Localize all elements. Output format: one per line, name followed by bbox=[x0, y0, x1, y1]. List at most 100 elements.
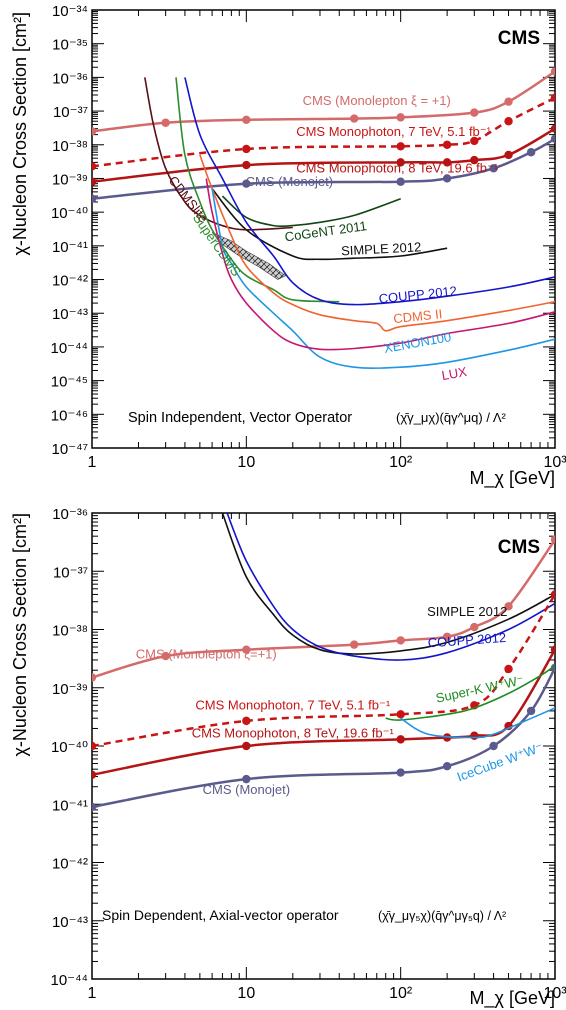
curve-label: CMS Monophoton, 8 TeV, 19.6 fb⁻¹ bbox=[192, 725, 395, 740]
y-axis-label: χ-Nucleon Cross Section [cm²] bbox=[10, 513, 30, 757]
y-tick-label: 10⁻³⁷ bbox=[53, 564, 88, 581]
x-tick-label: 10 bbox=[237, 985, 255, 1002]
series-marker bbox=[489, 741, 498, 751]
panel-top: 1 10 10² 10³ 10⁻⁴⁷ 10⁻⁴⁶ 10⁻⁴⁵ 10⁻⁴⁴ 10⁻⁴³ 10⁻⁴² 1… bbox=[10, 3, 566, 489]
series-marker bbox=[470, 136, 479, 146]
y-tick-label: 10⁻³⁶ bbox=[52, 506, 88, 523]
series-marker bbox=[396, 177, 405, 186]
panel-bottom: 1 10 10² 10³ 10⁻⁴⁴ 10⁻⁴³ 10⁻⁴² 10⁻⁴¹ 10⁻⁴⁰ 10⁻³⁹ 1… bbox=[10, 506, 566, 1009]
x-tick-label: 10² bbox=[389, 454, 413, 471]
signal-region bbox=[211, 232, 287, 280]
curve-label: LUX bbox=[440, 364, 468, 383]
series-marker bbox=[442, 140, 452, 149]
series-marker bbox=[470, 731, 479, 740]
x-axis-label: M_χ [GeV] bbox=[470, 468, 555, 489]
series-line bbox=[184, 77, 555, 306]
x-tick-label: 10³ bbox=[543, 985, 566, 1002]
curve-label: IceCube W⁺W⁻ bbox=[455, 739, 545, 784]
series-marker bbox=[242, 160, 251, 170]
series-marker bbox=[92, 802, 97, 812]
curve-label: CMS (Monolepton ξ = +1) bbox=[303, 93, 451, 108]
curve-label: CMS Monophoton, 7 TeV, 5.1 fb⁻¹ bbox=[296, 124, 491, 139]
y-tick-label: 10⁻⁴⁴ bbox=[51, 972, 89, 989]
curve-label: CMS (Monolepton ξ=+1) bbox=[136, 646, 277, 661]
curve-label: SIMPLE 2012 bbox=[341, 239, 422, 258]
series-marker bbox=[242, 774, 251, 784]
curve-label: XENON100 bbox=[383, 329, 452, 356]
y-tick-label: 10⁻⁴² bbox=[52, 856, 88, 873]
y-tick-label: 10⁻⁴⁴ bbox=[51, 340, 89, 357]
series-marker bbox=[396, 158, 405, 167]
series-line bbox=[175, 77, 340, 303]
series-marker bbox=[470, 155, 479, 165]
series-marker bbox=[396, 636, 405, 645]
annotation-main: Spin Independent, Vector Operator bbox=[128, 410, 352, 426]
curve-label: CMS (Monojet) bbox=[246, 174, 333, 189]
x-axis-label: M_χ [GeV] bbox=[470, 988, 555, 1009]
x-tick-label: 10² bbox=[389, 985, 413, 1002]
y-tick-label: 10⁻³⁴ bbox=[52, 3, 88, 20]
y-tick-label: 10⁻³⁸ bbox=[52, 138, 88, 155]
series-marker bbox=[550, 134, 555, 144]
series-marker bbox=[504, 97, 513, 106]
series-line bbox=[385, 664, 555, 721]
series-line bbox=[92, 70, 555, 133]
series-marker bbox=[350, 640, 359, 649]
y-tick-label: 10⁻⁴⁶ bbox=[51, 407, 88, 424]
series-marker bbox=[242, 741, 251, 751]
y-tick-label: 10⁻³⁷ bbox=[53, 104, 88, 121]
x-tick-label: 1 bbox=[88, 454, 97, 471]
cms-badge: CMS bbox=[498, 537, 540, 558]
series-marker bbox=[504, 150, 513, 160]
series-marker bbox=[92, 741, 97, 751]
series-line bbox=[199, 154, 555, 332]
series-line bbox=[205, 178, 555, 351]
y-tick-label: 10⁻⁴³ bbox=[52, 914, 88, 931]
curve-label: COUPP 2012 bbox=[378, 283, 458, 306]
series-marker bbox=[92, 127, 97, 136]
series-marker bbox=[489, 164, 498, 173]
series-line bbox=[226, 513, 555, 661]
y-tick-label: 10⁻³⁹ bbox=[52, 171, 88, 188]
series-marker bbox=[442, 174, 452, 183]
annotation-operator: (χ̄γ_μγ₅χ)(q̄γ^μγ₅q) / Λ² bbox=[378, 909, 506, 923]
series-marker bbox=[242, 115, 251, 125]
series-marker bbox=[550, 645, 555, 654]
series-marker bbox=[504, 721, 513, 731]
annotation-operator: (χ̄γ_μχ)(q̄γ^μq) / Λ² bbox=[396, 410, 507, 425]
series-marker bbox=[550, 93, 555, 102]
series-marker bbox=[92, 194, 97, 203]
series-line bbox=[221, 195, 401, 228]
x-tick-label: 1 bbox=[88, 985, 97, 1002]
series-marker bbox=[504, 664, 513, 674]
y-tick-label: 10⁻³⁶ bbox=[52, 70, 88, 87]
plot-frame bbox=[91, 9, 556, 449]
y-tick-label: 10⁻⁴³ bbox=[52, 306, 88, 323]
y-tick-label: 10⁻⁴² bbox=[52, 273, 88, 290]
curve-label: CDMS II bbox=[393, 306, 443, 326]
series-marker bbox=[504, 117, 513, 126]
series-marker bbox=[442, 158, 452, 167]
series-marker bbox=[550, 67, 555, 76]
series-marker bbox=[350, 114, 359, 123]
series-marker bbox=[92, 770, 97, 780]
series-line bbox=[400, 707, 555, 739]
series-marker bbox=[442, 632, 452, 641]
series-marker bbox=[242, 716, 251, 726]
series-line bbox=[92, 593, 555, 748]
annotation-main: Spin Dependent, Axial-vector operator bbox=[102, 907, 339, 923]
series-marker bbox=[470, 622, 479, 632]
series-marker bbox=[242, 179, 251, 188]
series-line bbox=[211, 188, 555, 369]
y-tick-label: 10⁻³⁵ bbox=[52, 37, 88, 54]
curve-label: CMS Monophoton, 7 TeV, 5.1 fb⁻¹ bbox=[195, 698, 390, 713]
y-tick-label: 10⁻⁴⁰ bbox=[51, 205, 88, 222]
y-tick-label: 10⁻³⁹ bbox=[52, 681, 88, 698]
x-tick-label: 10³ bbox=[543, 454, 566, 471]
curve-label: CMS Monophoton, 8 TeV, 19.6 fb⁻¹ bbox=[296, 161, 499, 176]
series-marker bbox=[396, 113, 405, 122]
y-tick-label: 10⁻⁴¹ bbox=[52, 239, 88, 256]
series-marker bbox=[550, 535, 555, 544]
cms-badge: CMS bbox=[498, 28, 540, 49]
